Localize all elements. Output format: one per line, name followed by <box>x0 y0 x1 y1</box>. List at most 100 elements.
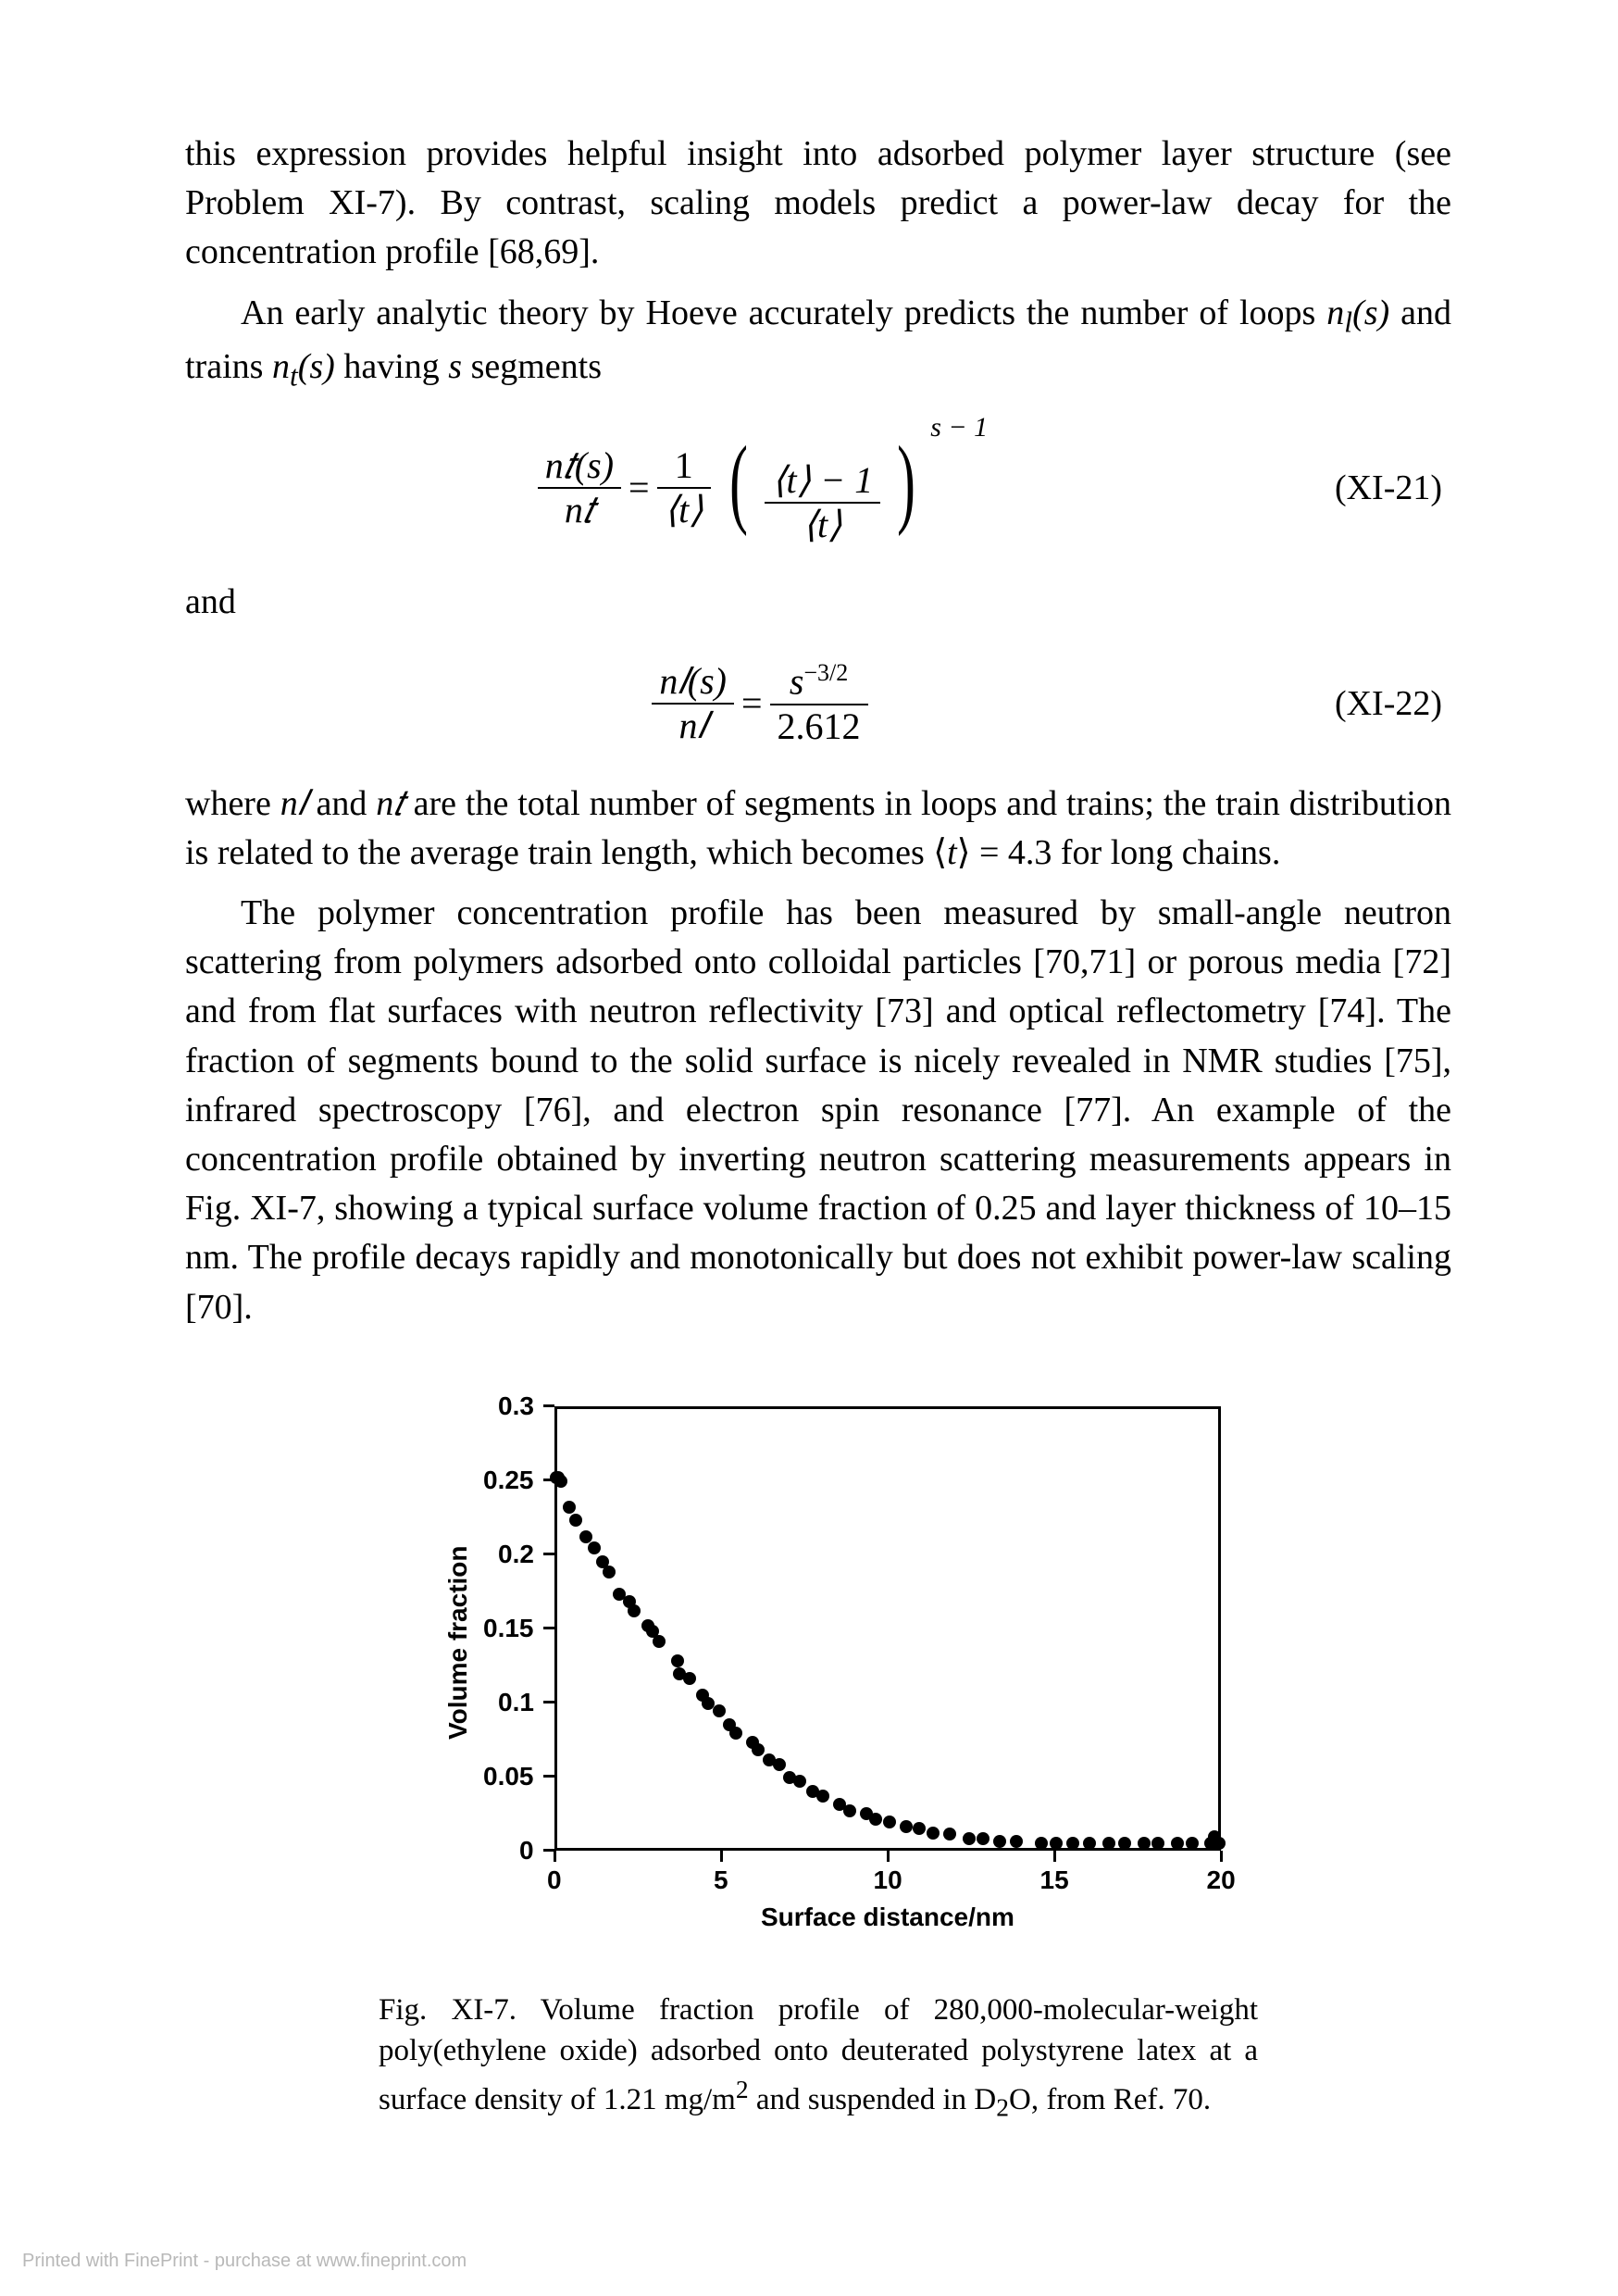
denominator: ⟨t⟩ <box>795 504 849 546</box>
fraction: ⟨t⟩ − 1 ⟨t⟩ <box>765 459 880 546</box>
text: An early analytic theory by Hoeve accura… <box>241 293 1326 332</box>
data-point <box>1010 1835 1023 1848</box>
data-point <box>913 1822 926 1835</box>
x-tick-label: 0 <box>547 1866 562 1895</box>
page: this expression provides helpful insight… <box>0 0 1618 2296</box>
numerator: n𝑙(s) <box>652 660 734 703</box>
equation-number: (XI-21) <box>1335 468 1451 508</box>
fraction: n𝑙(s) n𝑙 <box>652 660 734 747</box>
footer-watermark: Printed with FinePrint - purchase at www… <box>22 2251 467 2272</box>
paragraph: where n𝑙 and n𝑡 are the total number of … <box>185 780 1451 878</box>
equation-row: n𝑙(s) n𝑙 = s−3/2 2.612 (XI-22) <box>185 658 1451 747</box>
y-tick-label: 0.1 <box>498 1688 534 1717</box>
y-tick <box>543 1849 554 1852</box>
right-paren: ) <box>897 432 915 532</box>
var: n𝑙 <box>280 784 307 823</box>
text: having <box>335 347 448 386</box>
y-tick <box>543 1404 554 1407</box>
x-tick-label: 20 <box>1207 1866 1236 1895</box>
y-axis-label: Volume fraction <box>443 1545 473 1740</box>
y-tick <box>543 1553 554 1555</box>
text: and <box>307 784 377 823</box>
figure-caption: Fig. XI-7. Volume fraction profile of 28… <box>379 1990 1258 2125</box>
data-point <box>1050 1837 1063 1850</box>
data-point <box>977 1832 989 1845</box>
x-tick-label: 10 <box>874 1866 902 1895</box>
paragraph: and <box>185 578 1451 627</box>
data-point <box>752 1743 765 1756</box>
paragraph: this expression provides helpful insight… <box>185 130 1451 278</box>
text: ⟩ = 4.3 for long chains. <box>957 833 1281 872</box>
y-tick-label: 0.2 <box>498 1540 534 1569</box>
data-point <box>1138 1837 1151 1850</box>
text: and suspended in D <box>749 2083 997 2116</box>
var: s <box>448 347 462 386</box>
data-point <box>816 1790 829 1803</box>
fraction: 1 ⟨t⟩ <box>657 444 711 531</box>
paragraph: The polymer concentration profile has be… <box>185 889 1451 1332</box>
equation-body: n𝑙(s) n𝑙 = s−3/2 2.612 <box>644 658 875 747</box>
y-tick <box>543 1627 554 1629</box>
x-tick <box>887 1851 890 1862</box>
data-point <box>1213 1837 1226 1850</box>
data-point <box>1118 1837 1131 1850</box>
chart: Volume fraction Surface distance/nm 0 5 10… <box>379 1388 1258 1962</box>
data-point <box>1151 1837 1164 1850</box>
numerator: 1 <box>667 444 701 487</box>
denominator: n𝑙 <box>672 705 715 747</box>
x-axis-label: Surface distance/nm <box>761 1903 1014 1932</box>
data-point <box>579 1530 592 1543</box>
subscript: 2 <box>996 2092 1009 2121</box>
paren-group: ( ⟨t⟩ − 1 ⟨t⟩ ) s − 1 <box>729 429 915 546</box>
data-point <box>900 1820 913 1833</box>
denominator: n𝑡 <box>557 489 602 531</box>
exponent: s − 1 <box>930 412 988 443</box>
x-tick <box>1220 1851 1223 1862</box>
data-point <box>683 1672 696 1685</box>
data-point <box>563 1501 576 1514</box>
y-tick-label: 0.25 <box>483 1466 534 1495</box>
denominator: 2.612 <box>770 705 868 748</box>
text: segments <box>462 347 602 386</box>
data-point <box>793 1775 806 1788</box>
text: O, from Ref. 70. <box>1009 2083 1211 2116</box>
numerator: s−3/2 <box>782 658 855 703</box>
var: (s) <box>1352 293 1389 332</box>
var: s <box>790 661 804 703</box>
data-point <box>1083 1837 1096 1850</box>
left-paren: ( <box>729 432 748 532</box>
var: (s) <box>298 347 335 386</box>
y-tick-label: 0.05 <box>483 1762 534 1791</box>
y-tick-label: 0.15 <box>483 1614 534 1643</box>
x-tick <box>554 1851 556 1862</box>
numerator: ⟨t⟩ − 1 <box>765 459 880 502</box>
fraction: s−3/2 2.612 <box>770 658 868 747</box>
data-point <box>943 1828 956 1841</box>
x-tick <box>1053 1851 1056 1862</box>
text: where <box>185 784 280 823</box>
paragraph: An early analytic theory by Hoeve accura… <box>185 289 1451 398</box>
equation-row: n𝑡(s) n𝑡 = 1 ⟨t⟩ ( ⟨t⟩ − 1 ⟨t⟩ ) s − 1 <box>185 429 1451 546</box>
y-tick <box>543 1701 554 1703</box>
data-point <box>1035 1837 1048 1850</box>
var: n𝑡 <box>376 784 404 823</box>
subscript: t <box>290 360 298 393</box>
figure: Volume fraction Surface distance/nm 0 5 10… <box>379 1388 1258 2125</box>
exponent: −3/2 <box>803 659 848 686</box>
y-tick-label: 0.3 <box>498 1391 534 1421</box>
superscript: 2 <box>736 2075 749 2103</box>
data-point <box>628 1604 641 1617</box>
data-point <box>927 1827 940 1840</box>
data-point <box>1171 1837 1184 1850</box>
var: n <box>1326 293 1344 332</box>
y-tick <box>543 1775 554 1778</box>
data-point <box>1066 1837 1079 1850</box>
subscript: l <box>1344 306 1352 338</box>
fraction: n𝑡(s) n𝑡 <box>538 444 621 531</box>
equation-number: (XI-22) <box>1335 683 1451 724</box>
denominator: ⟨t⟩ <box>657 489 711 531</box>
data-point <box>993 1835 1006 1848</box>
x-tick-label: 5 <box>714 1866 728 1895</box>
var: n <box>272 347 290 386</box>
x-tick <box>720 1851 723 1862</box>
